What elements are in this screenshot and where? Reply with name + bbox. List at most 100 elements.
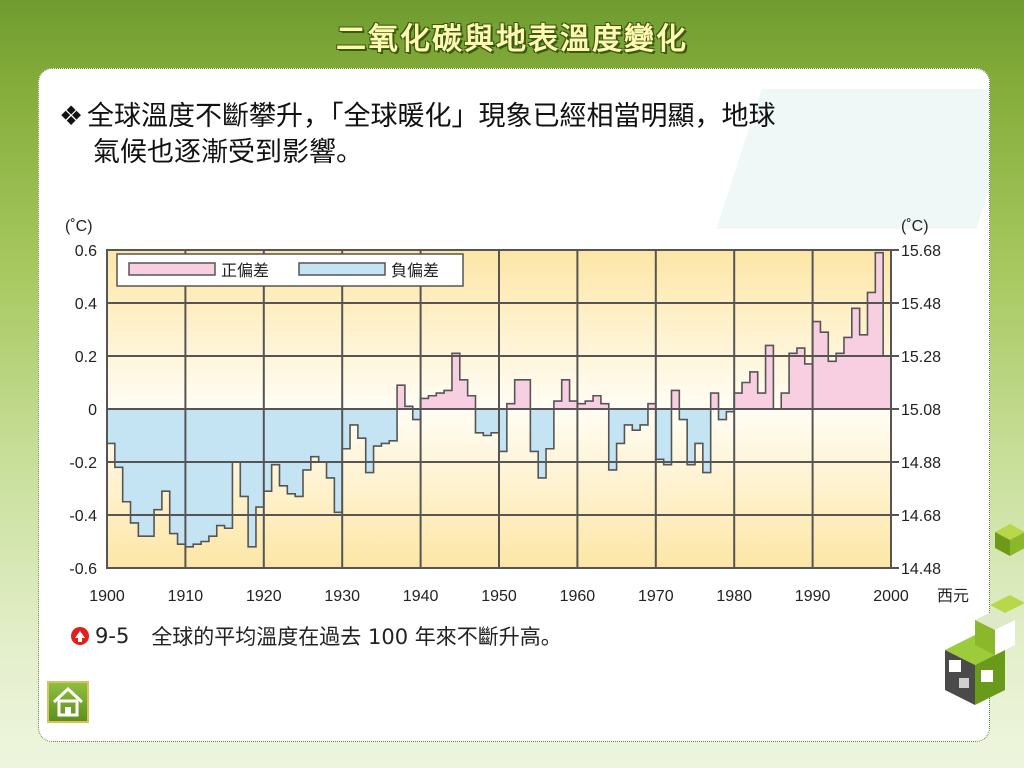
y-right-tick: 15.68 xyxy=(901,243,941,260)
bar-1939 xyxy=(412,409,421,420)
y-left-tick: -0.4 xyxy=(69,508,97,525)
bar-1981 xyxy=(742,382,751,409)
bar-1900 xyxy=(107,409,116,444)
bar-1907 xyxy=(161,409,171,492)
bar-1957 xyxy=(553,401,563,409)
left-unit-label: (˚C) xyxy=(65,218,93,235)
bar-1968 xyxy=(640,409,649,425)
x-tick: 1920 xyxy=(246,588,282,605)
bar-1910 xyxy=(185,409,194,547)
bar-1901 xyxy=(114,409,123,468)
bar-1934 xyxy=(373,409,382,447)
bar-1926 xyxy=(310,409,319,457)
bar-1902 xyxy=(122,409,131,502)
bar-1916 xyxy=(232,409,241,462)
x-tick: 2000 xyxy=(873,588,909,605)
bar-1954 xyxy=(530,409,539,452)
y-left-tick: -0.2 xyxy=(69,455,97,472)
y-right-tick: 14.68 xyxy=(901,508,941,525)
bar-1918 xyxy=(248,409,257,547)
bar-1911 xyxy=(193,409,202,545)
bar-1904 xyxy=(138,409,147,537)
x-tick: 1960 xyxy=(560,588,596,605)
bar-1941 xyxy=(428,395,437,409)
bar-1970 xyxy=(655,409,664,460)
bar-1994 xyxy=(843,337,853,409)
bar-1996 xyxy=(859,334,868,409)
bar-1987 xyxy=(789,353,798,409)
bullet-text: ❖ 全球溫度不斷攀升，「全球暖化」現象已經相當明顯，地球 氣候也逐漸受到影響。 xyxy=(59,99,979,171)
home-icon xyxy=(52,686,84,717)
bar-1966 xyxy=(624,409,633,425)
y-right-tick: 15.08 xyxy=(901,402,941,419)
bar-1992 xyxy=(828,361,837,409)
bar-1973 xyxy=(679,409,688,420)
x-axis-label: 西元 xyxy=(937,588,969,605)
bar-1964 xyxy=(608,409,617,470)
legend-label-negative: 負偏差 xyxy=(391,262,439,280)
cube-icon-top xyxy=(995,524,1024,556)
cube-icon-stack xyxy=(945,595,1024,705)
bar-1919 xyxy=(255,409,265,508)
y-right-tick: 14.88 xyxy=(901,455,941,472)
bar-1963 xyxy=(600,403,610,409)
y-left-tick: 0.4 xyxy=(75,296,97,313)
bar-1956 xyxy=(546,409,555,449)
legend-label-positive: 正偏差 xyxy=(221,262,269,280)
bar-1950 xyxy=(499,409,508,452)
y-right-tick: 14.48 xyxy=(901,561,941,578)
y-right-tick: 15.48 xyxy=(901,296,941,313)
plot-frame xyxy=(106,249,892,569)
bar-1962 xyxy=(593,395,602,409)
figure-marker-icon xyxy=(71,627,89,645)
right-unit-label: (˚C) xyxy=(901,218,929,235)
bar-1925 xyxy=(303,409,312,470)
y-left-tick: 0.6 xyxy=(75,243,97,260)
bar-1905 xyxy=(146,409,155,537)
bar-1982 xyxy=(749,371,759,409)
bar-1937 xyxy=(397,385,406,409)
bar-1997 xyxy=(867,292,876,409)
bar-1943 xyxy=(444,390,453,409)
x-tick: 1900 xyxy=(89,588,125,605)
figure-caption-text: 全球的平均溫度在過去 100 年來不斷升高。 xyxy=(151,625,562,649)
bar-1930 xyxy=(342,409,351,449)
bar-1958 xyxy=(561,379,570,409)
bar-1921 xyxy=(271,409,280,465)
bar-1945 xyxy=(459,379,468,409)
bar-1949 xyxy=(491,409,500,433)
bar-1993 xyxy=(836,353,845,409)
bar-1940 xyxy=(420,398,429,409)
x-tick: 1970 xyxy=(638,588,674,605)
y-right-tick: 15.28 xyxy=(901,349,941,366)
bar-1942 xyxy=(436,393,445,409)
x-axis: 1900 1910 1920 1930 1940 1950 1960 1970 1980 1990… xyxy=(89,588,909,605)
temperature-chart: (˚C) (˚C) 0.60.40.20-0.2-0.4-0.6 15.6815… xyxy=(65,218,969,605)
bar-1928 xyxy=(326,409,335,478)
bar-1999 xyxy=(883,356,892,409)
bar-1965 xyxy=(616,409,625,444)
bar-1990 xyxy=(812,321,821,409)
bar-1986 xyxy=(781,393,790,409)
legend-swatch-negative xyxy=(298,262,386,276)
slide-title: 二氧化碳與地表溫度變化 xyxy=(336,22,688,57)
legend-swatch-positive xyxy=(128,262,216,276)
content-panel: ❖ 全球溫度不斷攀升，「全球暖化」現象已經相當明顯，地球 氣候也逐漸受到影響。 (… xyxy=(38,68,990,742)
bar-1929 xyxy=(334,409,343,513)
figure-number: 9-5 xyxy=(95,624,130,648)
bar-1909 xyxy=(177,409,186,545)
x-tick: 1930 xyxy=(324,588,360,605)
y-left-tick: -0.6 xyxy=(69,561,97,578)
bar-1908 xyxy=(169,409,178,534)
bar-1983 xyxy=(757,393,766,409)
bar-1991 xyxy=(820,332,829,409)
home-button[interactable] xyxy=(47,681,89,723)
bar-1967 xyxy=(632,409,641,431)
figure-caption: 9-5 全球的平均溫度在過去 100 年來不斷升高。 xyxy=(69,621,562,651)
bar-1960 xyxy=(577,403,586,409)
bar-1980 xyxy=(734,393,743,409)
bar-1917 xyxy=(240,409,249,497)
bullet-line-1: 全球溫度不斷攀升，「全球暖化」現象已經相當明顯，地球 xyxy=(87,101,776,132)
bar-1971 xyxy=(663,409,672,465)
bar-1979 xyxy=(726,409,735,412)
